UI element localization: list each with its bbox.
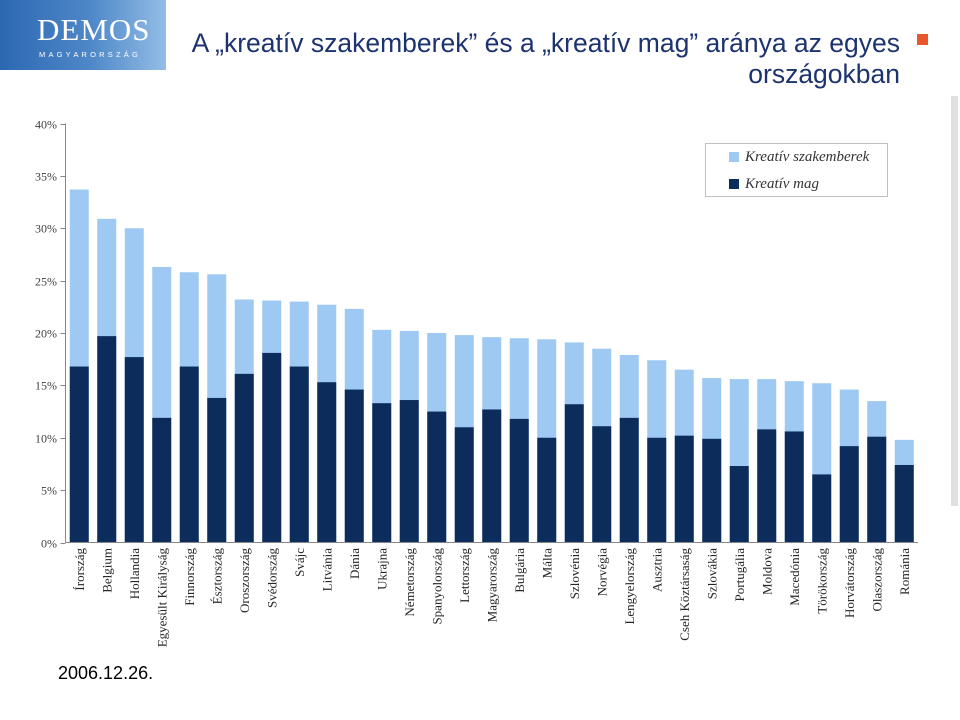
y-tick-label: 35% [35, 170, 57, 184]
x-tick-label-irorszag: Írország [72, 548, 87, 591]
series-kreativ-mag [69, 336, 914, 543]
x-tick-label-nemetorszag: Németország [402, 548, 417, 617]
bar-kreativ-mag-svajc [289, 366, 309, 543]
accent-square [917, 34, 928, 45]
x-tick-label-moldova: Moldova [759, 548, 774, 595]
legend-label-kreativ-szakemberek: Kreatív szakemberek [745, 148, 870, 165]
y-tick-label: 20% [35, 327, 57, 341]
legend: Kreatív szakemberek Kreatív mag [705, 143, 888, 197]
x-tick-label-romania: Románia [897, 548, 912, 595]
y-tick-label: 0% [41, 537, 57, 551]
bar-kreativ-mag-egyesult-kiralysag [152, 417, 172, 543]
bar-kreativ-mag-romania [894, 464, 914, 543]
bar-chart: 0% 5% 10% 15% 20% 25% 30% 35% 40% Írország Belgium… [35, 118, 918, 648]
legend-item-kreativ-mag: Kreatív mag [729, 171, 819, 197]
logo-name: DEMOS [37, 12, 151, 47]
date-label: 2006.12.26. [58, 663, 154, 683]
x-tick-label-spanyolorszag: Spanyolország [429, 548, 444, 625]
bar-kreativ-mag-hollandia [124, 357, 144, 543]
bar-kreativ-mag-ukrajna [372, 403, 392, 543]
bar-kreativ-mag-oroszorszag [234, 373, 254, 543]
x-tick-label-olaszorszag: Olaszország [869, 548, 884, 612]
legend-label-kreativ-mag: Kreatív mag [745, 175, 820, 192]
x-tick-label-cseh-koztarsasag: Cseh Köztársaság [677, 548, 692, 641]
x-tick-label-hollandia: Hollandia [127, 548, 142, 599]
bar-kreativ-mag-lengyelorszag [619, 417, 639, 543]
bar-kreativ-mag-svedorszag [262, 352, 282, 543]
bar-kreativ-mag-szlovakia [702, 438, 722, 543]
bar-kreativ-mag-magyarorszag [482, 409, 502, 543]
bar-kreativ-mag-torokorszag [812, 474, 832, 543]
bar-kreativ-mag-ausztria [647, 437, 667, 543]
bar-kreativ-mag-moldova [757, 429, 777, 543]
bar-kreativ-mag-malta [537, 437, 557, 543]
bar-kreativ-mag-olaszorszag [867, 436, 887, 543]
x-tick-label-finnorszag: Finnország [182, 548, 197, 606]
x-tick-label-dania: Dánia [347, 548, 362, 579]
bar-kreativ-mag-macedonia [784, 431, 804, 543]
side-stripe [951, 96, 958, 506]
x-tick-label-szlovakia: Szlovákia [704, 548, 719, 599]
bar-kreativ-mag-dania [344, 389, 364, 543]
bar-kreativ-mag-spanyolorszag [427, 411, 447, 543]
y-tick-label: 5% [41, 484, 57, 498]
x-tick-label-ukrajna: Ukrajna [374, 548, 389, 590]
y-tick-label: 25% [35, 275, 57, 289]
bar-kreativ-mag-litvania [317, 382, 337, 543]
x-tick-label-litvania: Litvánia [319, 548, 334, 592]
bar-kreativ-mag-esztorszag [207, 397, 227, 543]
x-tick-label-esztorszag: Észtország [209, 548, 224, 605]
bar-kreativ-mag-finnorszag [179, 366, 199, 543]
x-tick-label-lengyelorszag: Lengyelország [622, 548, 637, 625]
x-tick-label-bulgaria: Bulgária [512, 548, 527, 593]
bar-kreativ-mag-horvatorszag [839, 446, 859, 543]
legend-swatch-kreativ-szakemberek [729, 152, 739, 162]
y-tick-label: 30% [35, 222, 57, 236]
y-tick-label: 10% [35, 432, 57, 446]
x-tick-label-belgium: Belgium [99, 548, 114, 593]
y-tick-label: 15% [35, 379, 57, 393]
bar-kreativ-mag-portugalia [729, 466, 749, 543]
x-tick-label-svajc: Svájc [292, 548, 307, 577]
x-tick-label-norvegia: Norvégia [594, 548, 609, 597]
x-tick-label-ausztria: Ausztria [649, 548, 664, 592]
y-tick-label: 40% [35, 118, 57, 132]
legend-swatch-kreativ-mag [729, 179, 739, 189]
x-tick-label-oroszorszag: Oroszország [237, 548, 252, 613]
x-tick-label-malta: Málta [539, 548, 554, 579]
bar-kreativ-mag-szlovenia [564, 404, 584, 543]
bar-kreativ-mag-norvegia [592, 426, 612, 543]
x-tick-label-lettorszag: Lettország [457, 548, 472, 603]
x-tick-label-portugalia: Portugália [732, 548, 747, 602]
bar-kreativ-mag-nemetorszag [399, 400, 419, 543]
x-tick-label-egyesult-kiralysag: Egyesült Királyság [154, 548, 169, 648]
x-tick-label-magyarorszag: Magyarország [484, 548, 499, 623]
bar-kreativ-mag-cseh-koztarsasag [674, 435, 694, 543]
bar-kreativ-mag-irorszag [69, 366, 89, 543]
x-tick-label-torokorszag: Törökország [814, 548, 829, 614]
x-tick-label-svedorszag: Svédország [264, 548, 279, 608]
x-tick-label-macedonia: Macedónia [787, 548, 802, 606]
bar-kreativ-mag-lettorszag [454, 427, 474, 543]
demos-logo: DEMOS MAGYARORSZÁG [0, 0, 166, 70]
bar-kreativ-mag-bulgaria [509, 418, 529, 543]
logo-subtitle: MAGYARORSZÁG [39, 50, 142, 59]
x-tick-label-horvatorszag: Horvátország [842, 548, 857, 619]
bar-kreativ-mag-belgium [97, 336, 117, 543]
page-title: A „kreatív szakemberek” és a „kreatív ma… [191, 28, 900, 89]
legend-item-kreativ-szakemberek: Kreatív szakemberek [729, 144, 869, 170]
x-tick-label-szlovenia: Szlovénia [567, 548, 582, 599]
